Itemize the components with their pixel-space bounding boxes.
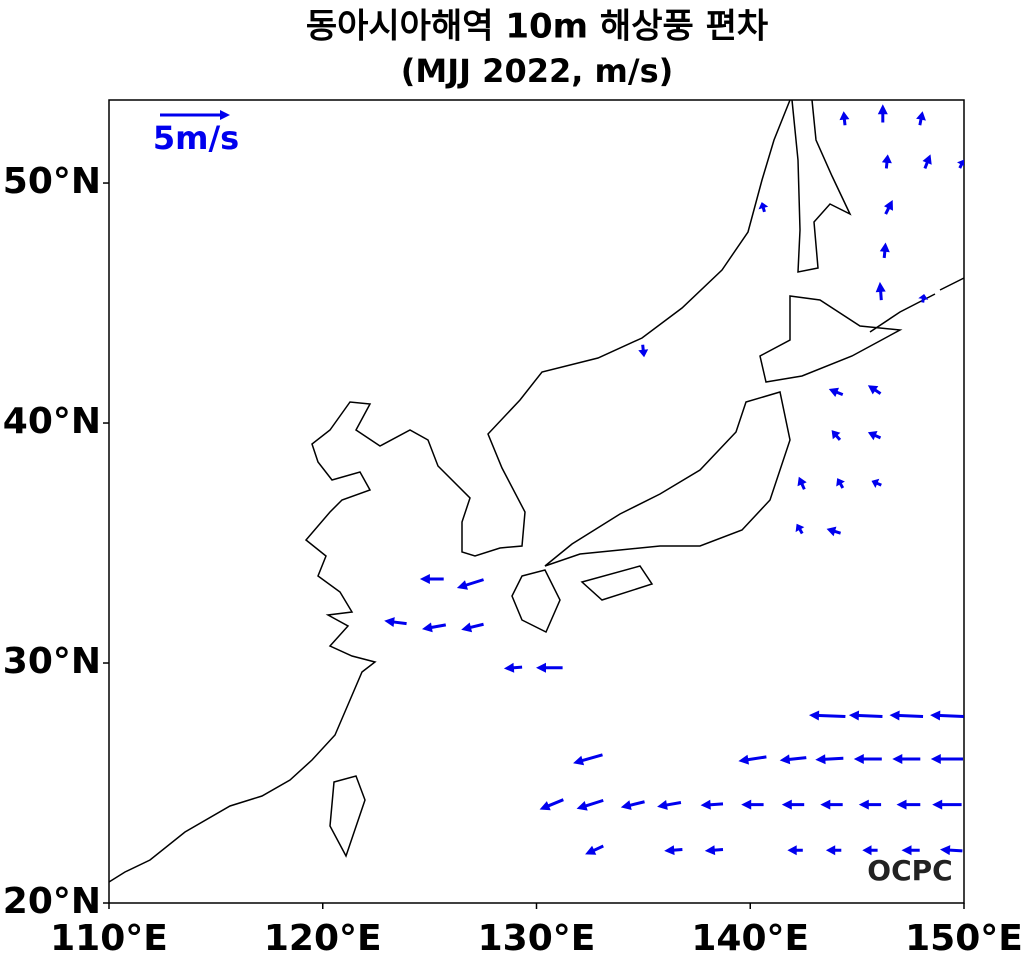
wind-vector (932, 799, 962, 810)
coastline-shikoku (580, 565, 654, 601)
wind-vector (957, 159, 964, 169)
coastline-kurils (869, 277, 965, 333)
wind-vector (704, 845, 724, 856)
wind-vector (853, 754, 882, 764)
coastline-sakhalin (791, 99, 852, 273)
wind-vector (918, 294, 929, 303)
wind-vector (536, 662, 563, 673)
coastlines (108, 99, 965, 883)
x-tick-label: 120°E (264, 918, 382, 959)
wind-vector (657, 800, 682, 810)
wind-vector (877, 104, 888, 123)
wind-vector (858, 799, 882, 810)
wind-vector (779, 754, 807, 765)
wind-vector (828, 387, 844, 397)
wind-vector (826, 526, 841, 537)
wind-vector (825, 845, 842, 856)
wind-vector (781, 799, 805, 810)
wind-vector (839, 111, 850, 126)
wind-vector (901, 845, 920, 856)
wind-vector (573, 753, 603, 766)
chart-title: 동아시아해역 10m 해상풍 편차 (306, 7, 768, 47)
wind-vector (940, 845, 963, 856)
chart-subtitle: (MJJ 2022, m/s) (401, 52, 673, 90)
plot-frame (108, 99, 965, 904)
wind-vector (916, 111, 926, 126)
wind-vector (862, 845, 878, 856)
wind-vector (738, 754, 767, 765)
wind-vector (456, 578, 484, 590)
wind-vector (539, 798, 564, 811)
wind-vector (384, 617, 407, 627)
wind-vector (461, 622, 484, 633)
wind-vector (795, 523, 805, 535)
wind-vector (896, 799, 921, 810)
wind-vector (930, 710, 964, 721)
y-tick-label: 50°N (3, 161, 101, 202)
wind-vector (922, 154, 932, 169)
coastline-kyushu (511, 569, 561, 634)
wind-vector (867, 385, 882, 395)
x-tick-label: 110°E (50, 918, 168, 959)
wind-vector (831, 430, 842, 441)
wind-vector (503, 662, 523, 673)
y-tick-label: 20°N (3, 881, 101, 922)
wind-vector (422, 622, 447, 633)
coastline-mainland (108, 99, 791, 883)
wind-vector (884, 200, 893, 215)
wind-vector (889, 710, 924, 721)
wind-vector (419, 574, 444, 584)
y-tick-label: 40°N (3, 401, 101, 442)
reference-vector (160, 110, 230, 120)
wind-vector (787, 845, 803, 856)
wind-vector (638, 344, 649, 358)
wind-vector (576, 799, 604, 811)
wind-vector (758, 202, 769, 213)
wind-vector (879, 242, 890, 259)
wind-vector (809, 710, 846, 721)
wind-vector (875, 281, 886, 301)
wind-vector (741, 799, 764, 810)
reference-label: 5m/s (153, 119, 239, 157)
x-tick-label: 130°E (478, 918, 596, 959)
wind-vector (700, 799, 724, 810)
wind-vector (930, 754, 963, 764)
wind-vector (664, 845, 683, 856)
wind-vector (871, 478, 882, 488)
wind-vector (836, 478, 845, 489)
wind-vector (620, 800, 645, 810)
wind-vector (820, 799, 843, 810)
wind-vector (585, 844, 604, 855)
coastline-honshu (544, 391, 791, 567)
coastline-hokkaido (759, 295, 903, 383)
x-tick-label: 150°E (905, 918, 1023, 959)
coastline-taiwan (329, 775, 366, 858)
wind-vector (881, 154, 892, 169)
wind-vector (867, 431, 882, 441)
y-tick-label: 30°N (3, 641, 101, 682)
wind-vector (848, 710, 883, 721)
logo: OCPC (867, 854, 952, 887)
wind-vector (815, 754, 844, 765)
wind-vector (797, 476, 807, 490)
wind-vector (892, 754, 921, 764)
x-tick-label: 140°E (691, 918, 809, 959)
